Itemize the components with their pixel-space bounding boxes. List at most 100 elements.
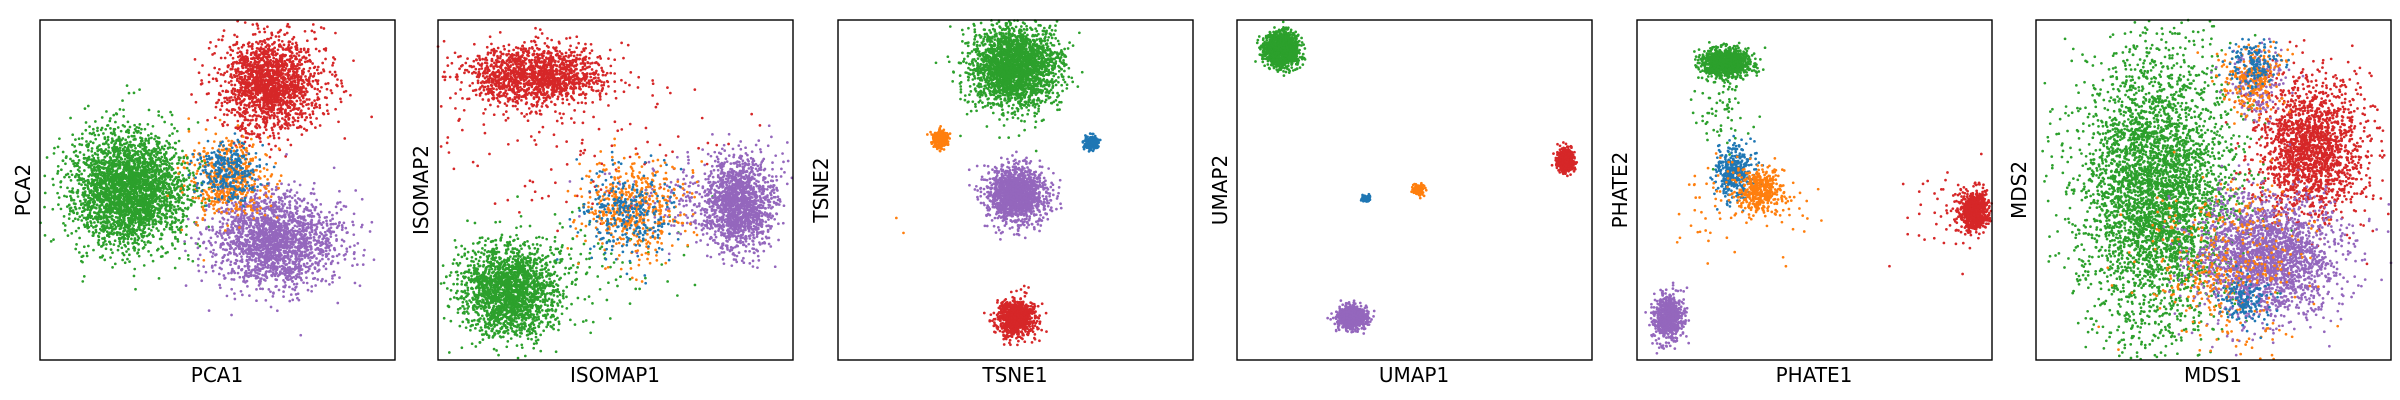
scatter-point [280,71,283,74]
scatter-point [172,180,175,183]
scatter-point [254,125,257,128]
scatter-point [51,208,54,211]
scatter-point [131,181,134,184]
scatter-point [93,221,96,224]
scatter-point [250,68,253,71]
scatter-point [138,174,141,177]
scatter-point [112,181,115,184]
scatter-point [253,104,256,107]
scatter-point [174,142,177,145]
scatter-point [149,204,152,207]
scatter-point [238,91,241,94]
scatter-point [134,222,137,225]
scatter-point [192,171,195,174]
scatter-point [326,103,329,106]
scatter-point [314,104,317,107]
scatter-point [158,164,161,167]
scatter-point [119,196,122,199]
scatter-point [149,241,152,244]
scatter-point [115,113,118,116]
scatter-point [298,87,301,90]
scatter-point [304,57,307,60]
scatter-point [324,262,327,265]
scatter-point [244,21,247,24]
scatter-point [80,219,83,222]
scatter-point [295,48,298,51]
scatter-point [331,73,334,76]
scatter-point [219,108,222,111]
scatter-point [303,100,306,103]
scatter-point [126,162,129,165]
scatter-point [308,54,311,57]
scatter-point [132,173,135,176]
scatter-point [340,79,343,82]
scatter-point [135,172,138,175]
scatter-point [298,113,301,116]
scatter-point [140,219,143,222]
scatter-point [171,231,174,234]
scatter-point [197,167,200,170]
scatter-point [294,112,297,115]
scatter-point [250,53,253,56]
scatter-point [292,67,295,70]
scatter-point [177,181,180,184]
scatter-point [111,228,114,231]
scatter-point [234,93,237,96]
scatter-point [201,160,204,163]
scatter-point [84,201,87,204]
scatter-point [300,48,303,51]
scatter-point [237,68,240,71]
scatter-point [316,80,319,83]
scatter-point [181,162,184,165]
scatter-point [129,221,132,224]
scatter-point [266,25,269,28]
scatter-point [283,55,286,58]
scatter-point [266,68,269,71]
scatter-point [252,89,255,92]
scatter-point [137,178,140,181]
scatter-point [178,140,181,143]
scatter-point [238,71,241,74]
scatter-point [170,157,173,160]
scatter-point [112,164,115,167]
scatter-point [245,108,248,111]
scatter-point [277,31,280,34]
scatter-point [243,107,246,110]
scatter-point [164,185,167,188]
scatter-point [190,93,193,96]
scatter-point [98,208,101,211]
scatter-point [240,76,243,79]
scatter-point [131,231,134,234]
scatter-point [127,121,130,124]
scatter-point [304,30,307,33]
scatter-point [130,238,133,241]
scatter-point [76,164,79,167]
scatter-point [312,80,315,83]
scatter-point [151,157,154,160]
scatter-point [121,213,124,216]
scatter-point [279,85,282,88]
scatter-point [129,217,132,220]
scatter-point [98,195,101,198]
scatter-point [166,188,169,191]
scatter-point [84,129,87,132]
scatter-point [142,221,145,224]
scatter-point [195,101,198,104]
scatter-point [86,186,89,189]
scatter-point [236,77,239,80]
scatter-point [121,177,124,180]
scatter-point [334,32,337,35]
scatter-point [146,218,149,221]
scatter-point [178,159,181,162]
scatter-point [133,131,136,134]
scatter-point [171,132,174,135]
scatter-point [99,217,102,220]
scatter-point [254,53,257,56]
scatter-point [86,145,89,148]
scatter-point [80,183,83,186]
scatter-point [303,127,306,130]
scatter-point [183,193,186,196]
scatter-point [84,107,87,110]
scatter-point [265,113,268,116]
scatter-point [131,227,134,230]
